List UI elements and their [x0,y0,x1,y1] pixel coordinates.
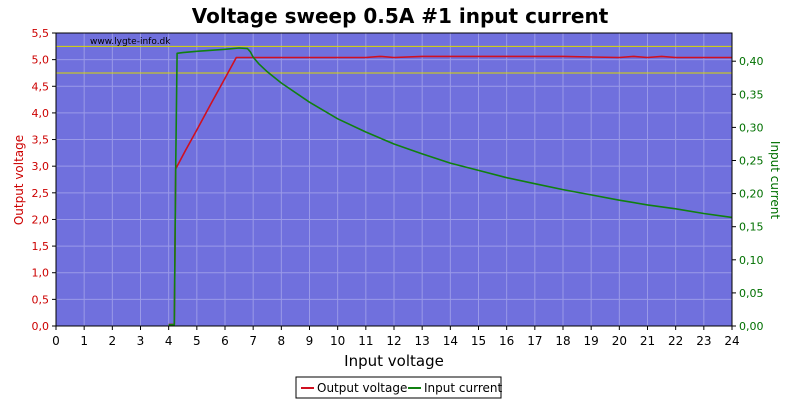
x-tick-label: 16 [499,334,514,348]
left-tick-label: 2,0 [32,213,50,226]
legend-label-output-voltage: Output voltage [317,381,407,395]
x-tick-label: 1 [80,334,88,348]
right-tick-label: 0,25 [739,155,764,168]
x-tick-label: 9 [306,334,314,348]
series-line-output-voltage [168,55,732,326]
legend: Output voltage Input current [295,376,502,399]
right-tick-label: 0,20 [739,188,764,201]
left-tick-label: 5,0 [32,54,50,67]
chart-title: Voltage sweep 0.5A #1 input current [192,4,609,28]
x-tick-label: 0 [52,334,60,348]
left-tick-label: 1,0 [32,267,50,280]
x-axis-label: Input voltage [344,352,444,370]
right-tick-label: 0,35 [739,88,764,101]
x-tick-label: 4 [165,334,173,348]
x-tick-label: 20 [612,334,627,348]
series-group [168,47,733,326]
x-tick-label: 17 [527,334,542,348]
left-tick-label: 5,5 [32,27,50,40]
left-axis-ticks: 0,0 0,5 1,0 1,5 2,0 2,5 3,0 3,5 4,0 4,5 5,0 5,5 [32,27,56,333]
left-tick-label: 1,5 [32,240,50,253]
watermark: www.lygte-info.dk [90,37,171,47]
x-tick-label: 23 [696,334,711,348]
x-tick-label: 21 [640,334,655,348]
left-tick-label: 0,0 [32,320,50,333]
left-tick-label: 0,5 [32,293,50,306]
right-tick-label: 0,00 [739,320,764,333]
x-tick-label: 10 [330,334,345,348]
x-axis-ticks: 0 1 2 3 4 5 6 7 8 9 10 11 12 13 14 15 16 17 18 19 20 21 22 23 24 [52,326,740,348]
x-tick-label: 5 [193,334,201,348]
x-tick-label: 19 [584,334,599,348]
x-tick-label: 22 [668,334,683,348]
right-axis-label: Input current [768,141,782,219]
x-tick-label: 6 [221,334,229,348]
x-tick-label: 7 [249,334,257,348]
right-tick-label: 0,40 [739,55,764,68]
left-tick-label: 2,5 [32,187,50,200]
x-tick-label: 3 [137,334,145,348]
x-tick-label: 14 [443,334,458,348]
right-tick-label: 0,10 [739,254,764,267]
x-tick-label: 24 [724,334,739,348]
right-tick-label: 0,15 [739,221,764,234]
series-line-input-current [168,47,733,326]
left-tick-label: 4,5 [32,80,50,93]
x-tick-label: 13 [415,334,430,348]
legend-label-input-current: Input current [424,381,502,395]
x-tick-label: 18 [555,334,570,348]
legend-box [295,376,502,399]
reference-lines [56,45,732,74]
x-tick-label: 12 [386,334,401,348]
left-axis-label: Output voltage [12,135,26,225]
x-tick-label: 11 [358,334,373,348]
right-tick-label: 0,30 [739,121,764,134]
x-tick-label: 15 [471,334,486,348]
left-tick-label: 3,5 [32,134,50,147]
right-tick-label: 0,05 [739,287,764,300]
left-tick-label: 4,0 [32,107,50,120]
x-tick-label: 2 [109,334,117,348]
right-axis-ticks: 0,00 0,05 0,10 0,15 0,20 0,25 0,30 0,35 0,40 [732,55,764,333]
left-tick-label: 3,0 [32,160,50,173]
x-tick-label: 8 [278,334,286,348]
